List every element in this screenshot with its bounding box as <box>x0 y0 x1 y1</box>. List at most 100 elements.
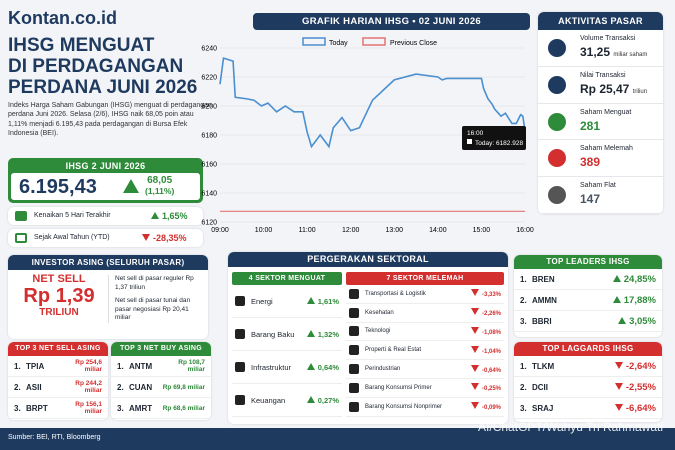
sector-row: Barang Baku 1,32% <box>232 318 342 351</box>
net-sell-title: TOP 3 NET SELL ASING <box>8 342 108 356</box>
chart-title: GRAFIK HARIAN IHSG • 02 JUNI 2026 <box>253 13 530 30</box>
up-arrow-icon <box>123 179 139 193</box>
ihsg-label: IHSG 2 JUNI 2026 <box>65 161 146 171</box>
foreign-note: Net sell di pasar tunai dan pasar negosi… <box>115 297 191 321</box>
list-item: 2. CUAN Rp 69,8 miliar <box>111 377 211 398</box>
sector-icon <box>349 401 359 412</box>
sector-row: Infrastruktur 0,64% <box>232 351 342 384</box>
leaders-panel: TOP LEADERS IHSG 1. BREN 24,85% 2. AMMN 17,88… <box>514 255 662 337</box>
sector-icon <box>349 288 359 299</box>
y-tick-label: 6200 <box>201 104 217 111</box>
coins-icon <box>548 39 566 57</box>
x-tick-label: 14:00 <box>429 227 447 234</box>
lead-text: Indeks Harga Saham Gabungan (IHSG) mengu… <box>8 102 212 137</box>
y-tick-label: 6220 <box>201 75 217 82</box>
activity-item: Saham Menguat 281 <box>538 104 663 141</box>
foreign-title: INVESTOR ASING (SELURUH PASAR) <box>8 255 208 270</box>
y-tick-label: 6120 <box>201 220 217 227</box>
sector-panel: PERGERAKAN SEKTORAL 4 SEKTOR MENGUAT Ene… <box>228 252 508 424</box>
x-tick-label: 16:00 <box>516 227 534 234</box>
footer-source: Sumber: BEI, RTI, Bloomberg <box>8 434 101 441</box>
sector-title: PERGERAKAN SEKTORAL <box>228 252 508 267</box>
sector-icon <box>235 329 245 339</box>
net-sell-panel: TOP 3 NET SELL ASING 1. TPIA Rp 254,6 mili… <box>8 342 108 420</box>
net-unit: TRILIUN <box>39 307 79 318</box>
sector-row: Perindustrian -0,64% <box>346 360 504 379</box>
sector-up-title: 4 SEKTOR MENGUAT <box>232 272 342 285</box>
ihsg-change: 68,05 <box>147 175 173 186</box>
sector-row: Properti & Real Estat -1,04% <box>346 341 504 361</box>
sector-icon <box>235 296 245 306</box>
y-tick-label: 6240 <box>201 46 217 53</box>
arrow-down-circle-icon <box>548 149 566 168</box>
list-item: 3. AMRT Rp 68,6 miliar <box>111 398 211 419</box>
sector-icon <box>349 382 359 393</box>
x-tick-label: 15:00 <box>473 227 491 234</box>
sector-icon <box>349 345 359 356</box>
legend-today-swatch <box>302 37 326 46</box>
sector-row: Keuangan 0,27% <box>232 384 342 417</box>
arrow-up-circle-icon <box>548 112 566 131</box>
kontan-logo: Kontan.co.id <box>8 8 117 28</box>
net-buy-panel: TOP 3 NET BUY ASING 1. ANTM Rp 108,7 milia… <box>111 342 211 420</box>
sector-icon <box>235 395 245 405</box>
trend-chart-icon <box>15 211 27 221</box>
today-series-line <box>219 57 526 149</box>
sector-row: Barang Konsumsi Nonprimer -0,09% <box>346 398 504 417</box>
sector-icon <box>235 362 245 372</box>
calendar-icon <box>15 233 27 243</box>
list-item: 1. ANTM Rp 108,7 miliar <box>111 356 211 377</box>
y-tick-label: 6160 <box>201 162 217 169</box>
activity-item: Volume Transaksi 31,25 miliar saham <box>538 30 663 67</box>
sector-down-title: 7 SEKTOR MELEMAH <box>346 272 504 285</box>
sector-icon <box>349 307 359 318</box>
x-tick-label: 13:00 <box>386 227 404 234</box>
sector-icon <box>349 326 359 337</box>
list-item: 1. TLKM -2,64% <box>514 356 662 377</box>
x-tick-label: 11:00 <box>299 227 316 234</box>
ihsg-pct: (1,11%) <box>145 186 175 196</box>
list-item: 2. AMMN 17,88% <box>514 290 662 311</box>
sector-row: Transportasi & Logistik -3,33% <box>346 285 504 304</box>
laggards-title: TOP LAGGARDS IHSG <box>514 342 662 356</box>
ihsg-chart: Today Previous Close 6240 6220 6200 6180 616… <box>201 37 534 234</box>
tooltip-time: 16:00 <box>467 130 484 137</box>
y-tick-label: 6180 <box>201 133 217 140</box>
list-item: 3. BBRI 3,05% <box>514 311 662 332</box>
x-tick-label: 10:00 <box>255 227 273 234</box>
activity-item: Saham Flat 147 <box>538 177 663 214</box>
minus-circle-icon <box>548 186 566 205</box>
chart-tooltip: 16:00 Today: 6182.928 <box>462 126 526 150</box>
net-buy-title: TOP 3 NET BUY ASING <box>111 342 211 356</box>
footer-credit: AI/ChatGPT/Wahyu Tri Rahmawati <box>478 420 663 434</box>
foreign-note: Net sell di pasar reguler Rp 1,37 triliu… <box>115 275 194 291</box>
y-tick-label: 6140 <box>201 191 217 198</box>
tooltip-value: Today: 6182.928 <box>475 140 523 147</box>
foreign-panel: INVESTOR ASING (SELURUH PASAR) NET SELL … <box>8 255 208 339</box>
money-bag-icon <box>548 75 566 94</box>
legend-prev: Previous Close <box>390 40 437 47</box>
ihsg-stat-row: Kenaikan 5 Hari Terakhir 1,65% <box>8 207 203 225</box>
ihsg-stat-row: Sejak Awal Tahun (YTD) -28,35% <box>8 229 203 247</box>
list-item: 3. BRPT Rp 156,1 miliar <box>8 398 108 419</box>
footer: Sumber: BEI, RTI, Bloomberg AI/ChatGPT/W… <box>0 420 675 450</box>
list-item: 1. BREN 24,85% <box>514 269 662 290</box>
list-item: 1. TPIA Rp 254,6 miliar <box>8 356 108 377</box>
sector-row: Teknologi -1,08% <box>346 323 504 342</box>
leaders-title: TOP LEADERS IHSG <box>514 255 662 269</box>
net-label: NET SELL <box>32 273 86 285</box>
legend-today: Today <box>329 40 348 47</box>
x-tick-label: 09:00 <box>211 227 229 234</box>
activity-panel: AKTIVITAS PASAR Volume Transaksi 31,25 mi… <box>538 12 663 214</box>
net-amount: Rp 1,39 <box>23 285 95 307</box>
ihsg-value: 6.195,43 <box>19 176 97 198</box>
x-tick-label: 12:00 <box>342 227 360 234</box>
activity-title: AKTIVITAS PASAR <box>538 12 663 30</box>
ihsg-box: IHSG 2 JUNI 2026 6.195,43 68,05 (1,11%) <box>8 158 203 203</box>
laggards-panel: TOP LAGGARDS IHSG 1. TLKM -2,64% 2. DCII -2,5… <box>514 342 662 422</box>
sector-row: Barang Konsumsi Primer -0,25% <box>346 379 504 398</box>
sector-icon <box>349 364 359 375</box>
list-item: 2. ASII Rp 244,2 miliar <box>8 377 108 398</box>
sector-row: Energi 1,61% <box>232 285 342 318</box>
headline: IHSG MENGUAT DI PERDAGANGAN PERDANA JUNI 2… <box>8 35 198 98</box>
